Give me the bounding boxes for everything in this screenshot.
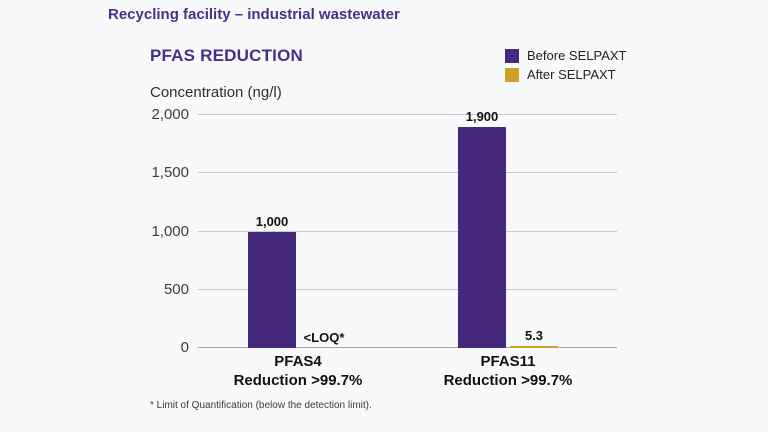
legend-swatch-icon bbox=[505, 67, 519, 82]
bar-before-selpaxt bbox=[248, 231, 296, 348]
gridline bbox=[198, 347, 617, 348]
page-title: Recycling facility – industrial wastewat… bbox=[108, 6, 400, 23]
legend-item: Before SELPAXT bbox=[505, 48, 626, 63]
y-tick-label: 1,500 bbox=[151, 164, 189, 182]
bar-value-label: 5.3 bbox=[524, 328, 544, 343]
x-category-sub: Reduction >99.7% bbox=[443, 372, 573, 389]
y-tick-label: 2,000 bbox=[151, 106, 189, 123]
y-axis-label: Concentration (ng/l) bbox=[150, 84, 282, 101]
bar-value-label: 1,900 bbox=[465, 108, 499, 124]
bar-value-label: <LOQ* bbox=[303, 330, 345, 345]
x-category-sub: Reduction >99.7% bbox=[233, 372, 363, 389]
bar-before-selpaxt bbox=[458, 126, 506, 348]
legend: Before SELPAXT After SELPAXT bbox=[505, 48, 626, 86]
y-tick-label: 0 bbox=[180, 339, 189, 356]
bar-after-selpaxt bbox=[510, 346, 558, 348]
legend-item: After SELPAXT bbox=[505, 67, 626, 82]
x-category-name: PFAS4 bbox=[274, 353, 322, 370]
x-category-label: PFAS11 Reduction >99.7% bbox=[398, 352, 618, 390]
legend-label: After SELPAXT bbox=[527, 67, 616, 82]
y-tick-label: 500 bbox=[163, 280, 189, 298]
plot-area: 1,000 1,900 <LOQ* 5.3 bbox=[198, 109, 617, 348]
x-category-label: PFAS4 Reduction >99.7% bbox=[188, 352, 408, 390]
x-category-name: PFAS11 bbox=[480, 353, 536, 370]
gridline bbox=[198, 288, 617, 290]
footnote: * Limit of Quantification (below the det… bbox=[150, 400, 372, 411]
x-axis-categories: PFAS4 Reduction >99.7% PFAS11 Reduction >99… bbox=[198, 352, 617, 392]
y-axis-ticks: 0 500 1,000 1,500 2,000 bbox=[140, 107, 189, 356]
legend-label: Before SELPAXT bbox=[527, 48, 627, 63]
legend-swatch-icon bbox=[505, 48, 519, 63]
bar-value-label: 1,000 bbox=[255, 213, 289, 229]
gridline bbox=[198, 172, 617, 174]
gridline bbox=[198, 230, 617, 232]
gridline bbox=[198, 114, 617, 115]
chart-title: PFAS REDUCTION bbox=[150, 46, 303, 65]
y-tick-label: 1,000 bbox=[151, 222, 189, 240]
